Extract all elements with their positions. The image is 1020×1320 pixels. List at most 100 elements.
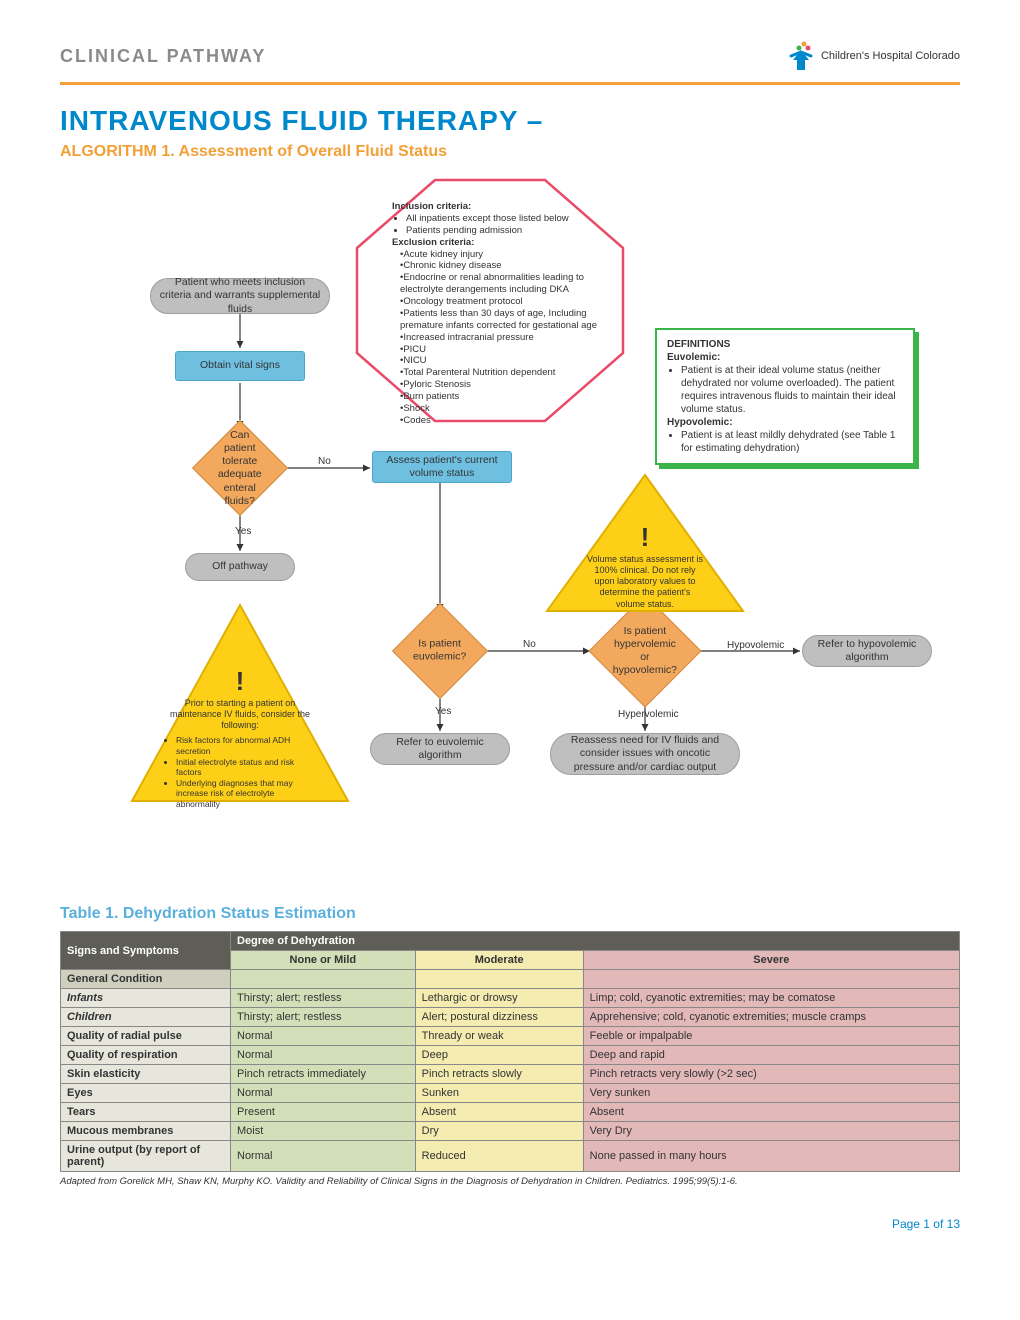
- table-row: TearsPresentAbsentAbsent: [61, 1103, 960, 1122]
- table-cell: Pinch retracts immediately: [231, 1065, 416, 1084]
- table-cell: Very Dry: [583, 1122, 959, 1141]
- node-euvolemic-q: Is patient euvolemic?: [392, 603, 488, 699]
- table-cell: Deep: [415, 1046, 583, 1065]
- table-cell: None passed in many hours: [583, 1141, 959, 1172]
- warning-left-item: Risk factors for abnormal ADH secretion: [176, 735, 316, 756]
- node-refer-euvolemic: Refer to euvolemic algorithm: [370, 733, 510, 765]
- table-cell: Feeble or impalpable: [583, 1027, 959, 1046]
- criteria-excl-item: •NICU: [400, 355, 599, 367]
- table-cell: Pinch retracts slowly: [415, 1065, 583, 1084]
- table-cell: Moist: [231, 1122, 416, 1141]
- label-no-2: No: [520, 638, 539, 651]
- table-citation: Adapted from Gorelick MH, Shaw KN, Murph…: [60, 1176, 960, 1187]
- table-row: Skin elasticityPinch retracts immediatel…: [61, 1065, 960, 1084]
- table-cell: Apprehensive; cold, cyanotic extremities…: [583, 1008, 959, 1027]
- label-hypervolemic: Hypervolemic: [615, 708, 682, 721]
- page-number: Page 1 of 13: [60, 1217, 960, 1231]
- table-row-label: Urine output (by report of parent): [61, 1141, 231, 1172]
- criteria-excl-item: •Total Parenteral Nutrition dependent: [400, 367, 599, 379]
- table-cell: Alert; postural dizziness: [415, 1008, 583, 1027]
- definitions-box: DEFINITIONS Euvolemic: Patient is at the…: [655, 328, 915, 465]
- table-row: InfantsThirsty; alert; restlessLethargic…: [61, 989, 960, 1008]
- table-row-label: Tears: [61, 1103, 231, 1122]
- table-row-label: Quality of radial pulse: [61, 1027, 231, 1046]
- table-row: General Condition: [61, 970, 960, 989]
- kicker: CLINICAL PATHWAY: [60, 46, 266, 67]
- criteria-excl-item: •Oncology treatment protocol: [400, 296, 599, 308]
- def-hypovolemic-title: Hypovolemic:: [667, 417, 733, 428]
- table-cell: [415, 970, 583, 989]
- node-obtain-vitals: Obtain vital signs: [175, 351, 305, 381]
- table-row-label: General Condition: [61, 970, 231, 989]
- table-row-label: Skin elasticity: [61, 1065, 231, 1084]
- table-cell: Absent: [583, 1103, 959, 1122]
- table-cell: Thready or weak: [415, 1027, 583, 1046]
- node-off-pathway: Off pathway: [185, 553, 295, 581]
- table-cell: Thirsty; alert; restless: [231, 989, 416, 1008]
- criteria-incl-list: All inpatients except those listed below…: [406, 213, 599, 237]
- def-euvolemic-text: Patient is at their ideal volume status …: [681, 364, 903, 416]
- criteria-excl-item: •Codes: [400, 415, 599, 427]
- table-cell: Dry: [415, 1122, 583, 1141]
- label-yes-2: Yes: [432, 705, 454, 718]
- table-col-signs: Signs and Symptoms: [61, 932, 231, 970]
- criteria-excl-item: •Increased intracranial pressure: [400, 332, 599, 344]
- table-cell: Deep and rapid: [583, 1046, 959, 1065]
- table-cell: Normal: [231, 1141, 416, 1172]
- table-row: Urine output (by report of parent)Normal…: [61, 1141, 960, 1172]
- table-row: Mucous membranesMoistDryVery Dry: [61, 1122, 960, 1141]
- warning-icon: !: [585, 521, 705, 554]
- criteria-box: Inclusion criteria: All inpatients excep…: [378, 185, 613, 443]
- criteria-excl-item: •Burn patients: [400, 391, 599, 403]
- def-hypovolemic-text: Patient is at least mildly dehydrated (s…: [681, 429, 903, 455]
- table-row-label: Quality of respiration: [61, 1046, 231, 1065]
- table-cell: Thirsty; alert; restless: [231, 1008, 416, 1027]
- node-tolerate-enteral: Can patient tolerate adequate enteral fl…: [192, 420, 288, 516]
- table-cell: Absent: [415, 1103, 583, 1122]
- criteria-excl-list: •Acute kidney injury•Chronic kidney dise…: [400, 249, 599, 427]
- table-row-label: Mucous membranes: [61, 1122, 231, 1141]
- table-cell: Reduced: [415, 1141, 583, 1172]
- table-body: General ConditionInfantsThirsty; alert; …: [61, 970, 960, 1172]
- criteria-excl-title: Exclusion criteria:: [392, 237, 474, 248]
- logo-text: Children's Hospital Colorado: [821, 50, 960, 62]
- def-euvolemic-title: Euvolemic:: [667, 352, 720, 363]
- criteria-excl-item: •Endocrine or renal abnormalities leadin…: [400, 272, 599, 296]
- page-header: CLINICAL PATHWAY Children's Hospital Col…: [60, 40, 960, 85]
- criteria-excl-item: •Chronic kidney disease: [400, 260, 599, 272]
- table-row-label: Eyes: [61, 1084, 231, 1103]
- warning-left-lead: Prior to starting a patient on maintenan…: [164, 698, 316, 732]
- criteria-excl-item: •Pyloric Stenosis: [400, 379, 599, 391]
- table-row: EyesNormalSunkenVery sunken: [61, 1084, 960, 1103]
- page-subtitle: ALGORITHM 1. Assessment of Overall Fluid…: [60, 143, 960, 161]
- criteria-excl-item: •Patients less than 30 days of age, Incl…: [400, 308, 599, 332]
- table-cell: Very sunken: [583, 1084, 959, 1103]
- flowchart: Patient who meets inclusion criteria and…: [60, 173, 960, 893]
- criteria-excl-item: •Acute kidney injury: [400, 249, 599, 261]
- table-cell: Normal: [231, 1084, 416, 1103]
- table1-title: Table 1. Dehydration Status Estimation: [60, 905, 960, 923]
- warning-volume-clinical: ! Volume status assessment is 100% clini…: [545, 473, 745, 613]
- node-assess-volume: Assess patient's current volume status: [372, 451, 512, 483]
- table-row: ChildrenThirsty; alert; restlessAlert; p…: [61, 1008, 960, 1027]
- label-no-1: No: [315, 455, 334, 468]
- warning-left-list: Risk factors for abnormal ADH secretionI…: [176, 735, 316, 809]
- criteria-incl-item: Patients pending admission: [406, 225, 599, 237]
- table-row-label: Children: [61, 1008, 231, 1027]
- table-col-moderate: Moderate: [415, 951, 583, 970]
- warning-prior-iv: ! Prior to starting a patient on mainten…: [130, 603, 350, 803]
- table-cell: Normal: [231, 1027, 416, 1046]
- hospital-logo: Children's Hospital Colorado: [787, 40, 960, 72]
- table-cell: [583, 970, 959, 989]
- table-cell: Normal: [231, 1046, 416, 1065]
- warning-icon: !: [164, 665, 316, 698]
- node-refer-hypovolemic: Refer to hypovolemic algorithm: [802, 635, 932, 667]
- warning-right-text: Volume status assessment is 100% clinica…: [585, 554, 705, 610]
- table-cell: Lethargic or drowsy: [415, 989, 583, 1008]
- table-row: Quality of radial pulseNormalThready or …: [61, 1027, 960, 1046]
- table-cell: Limp; cold, cyanotic extremities; may be…: [583, 989, 959, 1008]
- table-cell: Pinch retracts very slowly (>2 sec): [583, 1065, 959, 1084]
- label-hypovolemic: Hypovolemic: [724, 639, 787, 652]
- table-col-mild: None or Mild: [231, 951, 416, 970]
- dehydration-table: Signs and Symptoms Degree of Dehydration…: [60, 931, 960, 1172]
